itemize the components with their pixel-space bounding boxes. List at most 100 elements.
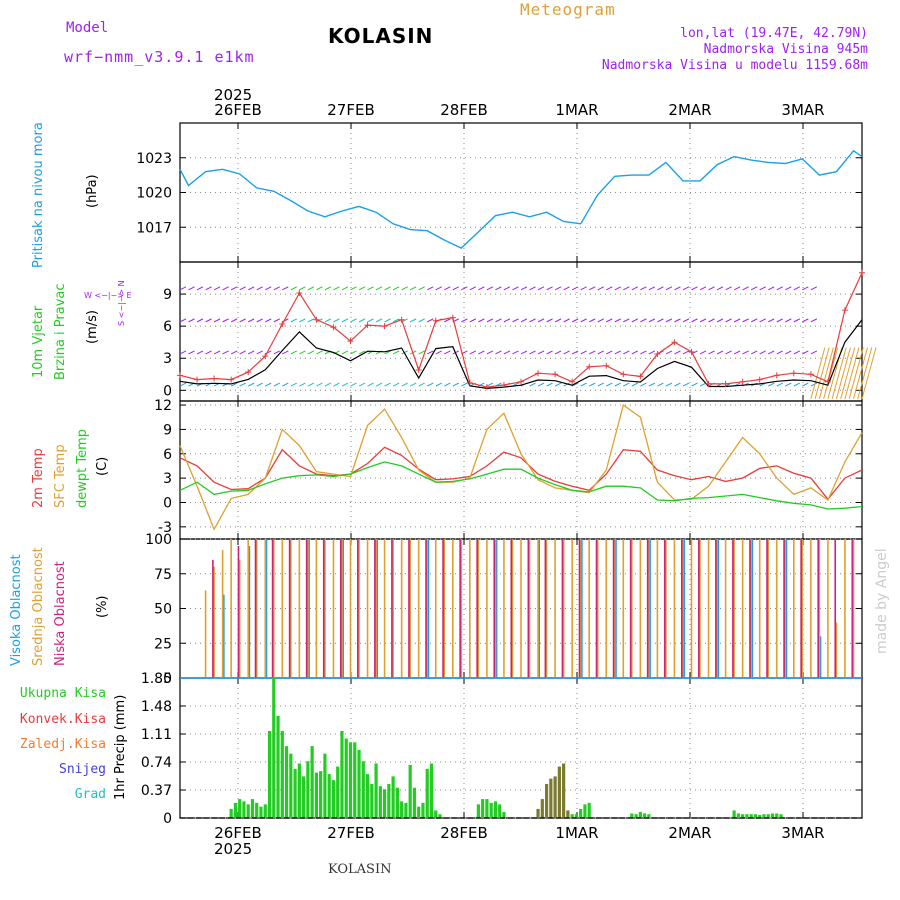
wind-barb: [665, 350, 673, 355]
temp-unit: (C): [95, 457, 110, 476]
tick-label-y: 6: [163, 319, 172, 335]
wind-barb: [179, 286, 187, 291]
precip-bar: [408, 765, 412, 818]
wind-barb: [290, 286, 298, 291]
wind-barb: [384, 286, 391, 291]
wind-barb: [358, 350, 366, 355]
wind-barb: [256, 382, 263, 387]
wind-barb: [341, 350, 349, 355]
wind-barb: [614, 286, 621, 291]
wind-point: [330, 324, 337, 331]
wind-point: [313, 316, 320, 323]
wind-barb: [623, 382, 630, 387]
wind-barb: [580, 286, 587, 291]
precip-bar: [549, 778, 553, 818]
wind-barb: [588, 350, 596, 355]
precip-bar: [310, 746, 314, 818]
precip-bar: [344, 738, 348, 818]
precip-bar: [242, 801, 246, 818]
wind-barb: [571, 318, 579, 323]
wind-barb: [469, 286, 477, 291]
wind-barb: [640, 382, 647, 387]
precip-bar: [263, 804, 267, 818]
wind-point: [824, 378, 831, 385]
wind-barb: [427, 286, 434, 291]
wind-barb: [196, 318, 204, 323]
tick-label-y: 0.37: [141, 783, 172, 799]
wind-label-1: 10m Vjetar: [31, 305, 46, 378]
wind-barb: [520, 350, 528, 355]
wind-point: [569, 378, 576, 385]
precip-bar: [357, 749, 361, 818]
wind-barb: [418, 286, 425, 291]
time-label-top: 1MAR: [555, 101, 598, 119]
wind-barb: [699, 350, 707, 355]
wind-barb: [452, 286, 460, 291]
wind-barb: [810, 286, 818, 291]
time-label-bottom: 27FEB: [327, 824, 374, 842]
wind-barb: [273, 318, 280, 323]
wind-barb: [350, 286, 357, 291]
wind-point: [415, 366, 422, 373]
wind-barb: [392, 318, 400, 323]
wind-barb: [282, 286, 289, 291]
wind-barb: [802, 286, 809, 291]
wind-barb: [768, 286, 775, 291]
wind-mean-line: [179, 319, 863, 390]
tick-label-y: 0.74: [141, 755, 172, 771]
wind-barb: [495, 350, 502, 355]
wind-barb: [282, 382, 289, 387]
wind-point: [262, 353, 269, 360]
wind-barb: [546, 382, 553, 387]
tick-label-y: 0: [163, 495, 172, 511]
time-label-top: 26FEB: [214, 101, 261, 119]
wind-barb: [537, 350, 545, 355]
panel-frame-2: [179, 400, 863, 540]
precip-bar: [387, 783, 391, 818]
wind-barb: [495, 318, 502, 323]
wind-barb: [375, 382, 383, 387]
legend-hail: Grad: [74, 787, 106, 802]
wind-barb: [742, 286, 749, 291]
lonlat-label: lon,lat (19.47E, 42.79N): [680, 26, 868, 41]
precip-bar: [775, 813, 779, 818]
wind-barb: [563, 350, 570, 355]
wind-barb: [844, 347, 860, 399]
wind-point: [688, 348, 695, 355]
wind-barb: [571, 286, 579, 291]
precip-bar: [732, 810, 736, 818]
precip-bar: [489, 802, 493, 818]
wind-barb: [495, 286, 502, 291]
wind-barb: [835, 347, 851, 399]
wind-barb: [435, 286, 442, 291]
wind-barb: [776, 382, 783, 387]
wind-barb: [512, 318, 519, 323]
wind-barb: [222, 286, 229, 291]
legend-conv: Konvek.Kisa: [19, 712, 106, 727]
wind-barb: [324, 318, 332, 323]
wind-barb: [857, 347, 873, 399]
tick-label-y: 0: [163, 811, 172, 827]
wind-barb: [461, 382, 468, 387]
wind-barb: [640, 286, 647, 291]
wind-barb: [665, 318, 673, 323]
wind-barb: [776, 318, 783, 323]
wind-point: [586, 363, 593, 370]
wind-barb: [648, 286, 656, 291]
wind-barb: [316, 286, 323, 291]
wind-barb: [444, 382, 451, 387]
wind-barb: [358, 382, 366, 387]
precip-bar: [481, 799, 485, 818]
wind-barb: [691, 382, 698, 387]
precip-bar: [638, 811, 642, 818]
wind-barb: [785, 318, 792, 323]
wind-barb: [256, 286, 263, 291]
precip-bar: [485, 799, 489, 818]
wind-barb: [256, 350, 263, 355]
wind-barb: [823, 347, 839, 399]
wind-barb: [597, 286, 604, 291]
precip-bar: [370, 783, 374, 818]
tick-label-y: 12: [154, 398, 172, 414]
precip-bar: [647, 814, 651, 818]
wind-barb: [384, 382, 391, 387]
